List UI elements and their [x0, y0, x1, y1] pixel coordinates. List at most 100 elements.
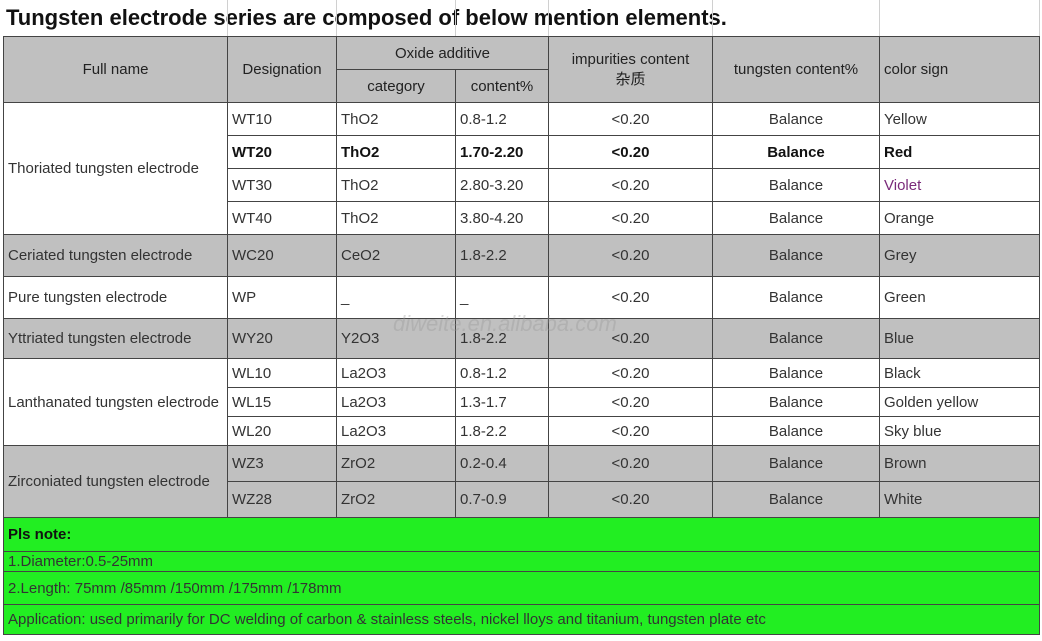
impurities-cell: <0.20 — [548, 234, 713, 277]
category-cell: _ — [336, 276, 456, 319]
category-cell: Y2O3 — [336, 318, 456, 359]
subheader-row: category content% — [4, 69, 1040, 103]
content-cell: 0.2-0.4 — [455, 445, 549, 482]
designation-cell: WT30 — [227, 168, 337, 202]
header-full-name: Full name — [3, 36, 228, 103]
color-cell: Violet — [879, 168, 1040, 202]
tungsten-cell: Balance — [712, 318, 880, 359]
designation-cell: WY20 — [227, 318, 337, 359]
category-cell: ThO2 — [336, 201, 456, 235]
category-cell: ZrO2 — [336, 481, 456, 518]
grid-line — [227, 0, 228, 36]
header-row: Full name Designation Oxide additive imp… — [3, 36, 1040, 103]
header-color-sign: color sign — [879, 36, 1040, 103]
note-row: Pls note: — [3, 517, 1040, 552]
color-cell: Sky blue — [879, 416, 1040, 446]
note-application: Application: used primarily for DC weldi… — [3, 604, 1040, 635]
color-cell: Black — [879, 358, 1040, 388]
table-row: WZ28 ZrO2 0.7-0.9 <0.20 Balance White — [4, 481, 1040, 518]
color-cell: Yellow — [879, 102, 1040, 136]
content-cell: 1.8-2.2 — [455, 234, 549, 277]
tungsten-cell: Balance — [712, 358, 880, 388]
table-row: WT20 ThO2 1.70-2.20 <0.20 Balance Red — [4, 135, 1040, 169]
note-heading: Pls note: — [3, 517, 1040, 552]
grid-line — [879, 0, 880, 36]
table-row: Yttriated tungsten electrode WY20 Y2O3 1… — [3, 318, 1040, 359]
color-cell: Green — [879, 276, 1040, 319]
header-impurities: impurities content 杂质 — [548, 36, 713, 103]
grid-line — [548, 0, 549, 36]
designation-cell: WC20 — [227, 234, 337, 277]
impurities-cell: <0.20 — [548, 102, 713, 136]
content-cell: 1.3-1.7 — [455, 387, 549, 417]
designation-cell: WT40 — [227, 201, 337, 235]
header-impurities-label: impurities content — [571, 50, 690, 68]
designation-cell: WT10 — [227, 102, 337, 136]
table-row: Thoriated tungsten electrode WT10 ThO2 0… — [3, 102, 1040, 235]
category-cell: La2O3 — [336, 387, 456, 417]
group-name: Ceriated tungsten electrode — [3, 234, 228, 277]
impurities-cell: <0.20 — [548, 481, 713, 518]
note-row: Application: used primarily for DC weldi… — [3, 604, 1040, 635]
header-designation: Designation — [227, 36, 337, 103]
color-cell: Golden yellow — [879, 387, 1040, 417]
tungsten-cell: Balance — [712, 201, 880, 235]
header-impurities-cn: 杂质 — [615, 70, 646, 88]
designation-cell: WL20 — [227, 416, 337, 446]
table-row: WL15 La2O3 1.3-1.7 <0.20 Balance Golden … — [4, 387, 1040, 417]
category-cell: La2O3 — [336, 358, 456, 388]
designation-cell: WL15 — [227, 387, 337, 417]
header-category: category — [336, 69, 456, 103]
tungsten-cell: Balance — [712, 102, 880, 136]
table-row: Lanthanated tungsten electrode WL10 La2O… — [3, 358, 1040, 446]
impurities-cell: <0.20 — [548, 168, 713, 202]
category-cell: ThO2 — [336, 102, 456, 136]
grid-line — [336, 0, 337, 36]
table-row: Pure tungsten electrode WP _ _ <0.20 Bal… — [3, 276, 1040, 319]
designation-cell: WZ28 — [227, 481, 337, 518]
content-cell: 0.8-1.2 — [455, 358, 549, 388]
table-row: WT40 ThO2 3.80-4.20 <0.20 Balance Orange — [4, 201, 1040, 235]
note-row: 2.Length: 75mm /85mm /150mm /175mm /178m… — [3, 571, 1040, 605]
impurities-cell: <0.20 — [548, 318, 713, 359]
tungsten-cell: Balance — [712, 445, 880, 482]
group-name: Thoriated tungsten electrode — [3, 102, 228, 235]
designation-cell: WZ3 — [227, 445, 337, 482]
content-cell: _ — [455, 276, 549, 319]
category-cell: La2O3 — [336, 416, 456, 446]
designation-cell: WL10 — [227, 358, 337, 388]
grid-line — [455, 0, 456, 36]
color-cell: Grey — [879, 234, 1040, 277]
color-cell: Red — [879, 135, 1040, 169]
table-row: WL20 La2O3 1.8-2.2 <0.20 Balance Sky blu… — [4, 416, 1040, 446]
note-diameter: 1.Diameter:0.5-25mm — [3, 551, 1040, 572]
category-cell: ZrO2 — [336, 445, 456, 482]
group-name: Lanthanated tungsten electrode — [3, 358, 228, 446]
grid-line — [1039, 0, 1040, 36]
header-tungsten-content: tungsten content% — [712, 36, 880, 103]
category-cell: ThO2 — [336, 135, 456, 169]
color-cell: Brown — [879, 445, 1040, 482]
table-row: Zirconiated tungsten electrode WZ3 ZrO2 … — [3, 445, 1040, 518]
grid-line — [712, 0, 713, 36]
header-content: content% — [455, 69, 549, 103]
color-cell: Blue — [879, 318, 1040, 359]
category-cell: CeO2 — [336, 234, 456, 277]
content-cell: 2.80-3.20 — [455, 168, 549, 202]
impurities-cell: <0.20 — [548, 135, 713, 169]
note-length: 2.Length: 75mm /85mm /150mm /175mm /178m… — [3, 571, 1040, 605]
content-cell: 1.8-2.2 — [455, 416, 549, 446]
table-row: Ceriated tungsten electrode WC20 CeO2 1.… — [3, 234, 1040, 277]
tungsten-cell: Balance — [712, 387, 880, 417]
electrode-table: Full name Designation Oxide additive imp… — [3, 36, 1040, 635]
content-cell: 0.8-1.2 — [455, 102, 549, 136]
group-name: Pure tungsten electrode — [3, 276, 228, 319]
table-row: WT30 ThO2 2.80-3.20 <0.20 Balance Violet — [4, 168, 1040, 202]
impurities-cell: <0.20 — [548, 416, 713, 446]
impurities-cell: <0.20 — [548, 387, 713, 417]
content-cell: 1.8-2.2 — [455, 318, 549, 359]
header-oxide-additive: Oxide additive — [336, 36, 549, 70]
content-cell: 3.80-4.20 — [455, 201, 549, 235]
tungsten-cell: Balance — [712, 135, 880, 169]
impurities-cell: <0.20 — [548, 276, 713, 319]
